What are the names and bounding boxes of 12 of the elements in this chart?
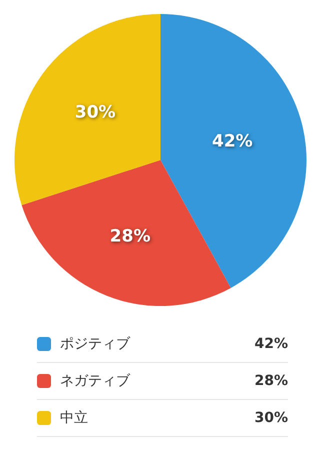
legend-label: ネガティブ (60, 372, 132, 390)
data-label: 30% (74, 102, 116, 123)
pie-slice (22, 160, 231, 306)
pie-slice (14, 14, 160, 206)
text: 42% (254, 336, 288, 352)
legend-label: 中立 (60, 409, 89, 427)
data-label: 28% (110, 226, 150, 247)
legend-label: ポジティブ (60, 335, 132, 353)
text: 30% (254, 410, 288, 426)
data-label: 42% (212, 132, 253, 152)
pie-slice (160, 14, 306, 288)
text: 28% (254, 373, 288, 389)
